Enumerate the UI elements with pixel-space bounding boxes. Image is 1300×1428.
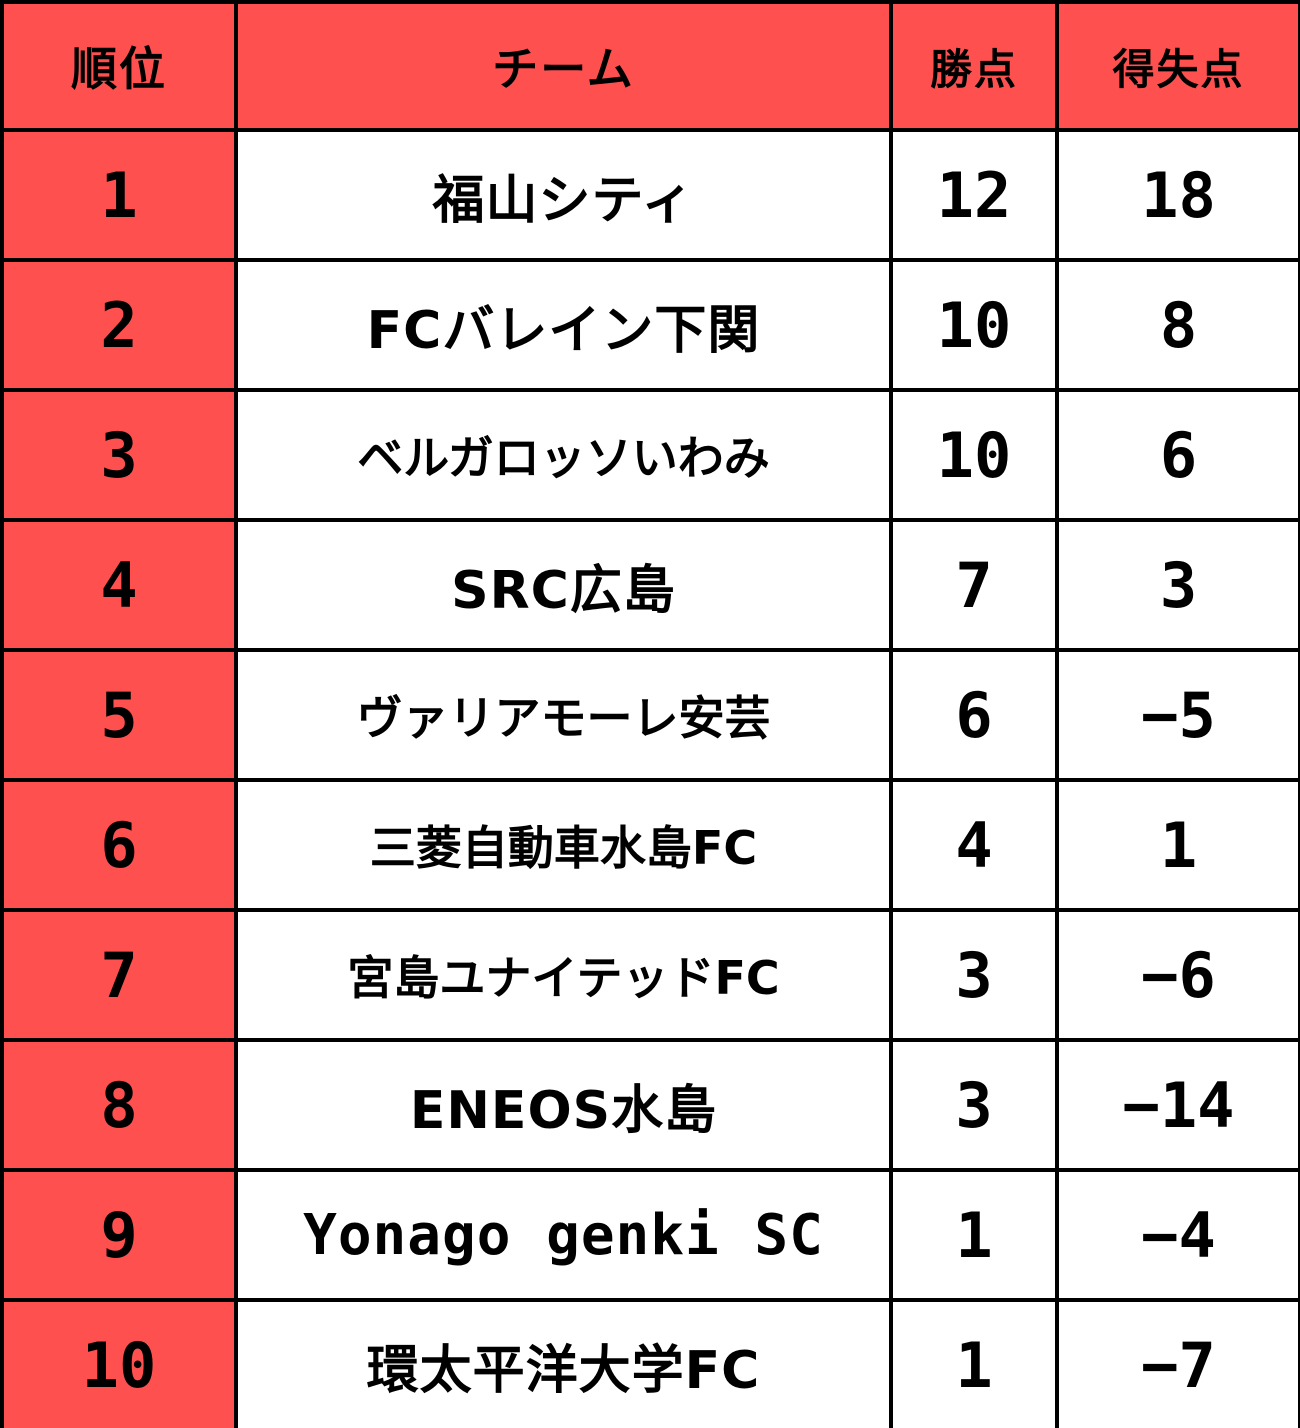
team-cell: ベルガロッソいわみ — [238, 392, 889, 518]
goal-difference-cell: 3 — [1059, 522, 1298, 648]
team-cell: FCバレイン下関 — [238, 262, 889, 388]
header-rank: 順位 — [4, 4, 234, 128]
header-goal-difference: 得失点 — [1059, 4, 1298, 128]
team-cell: 宮島ユナイテッドFC — [238, 912, 889, 1038]
points-cell: 6 — [893, 652, 1055, 778]
goal-difference-cell: 8 — [1059, 262, 1298, 388]
header-points: 勝点 — [893, 4, 1055, 128]
team-cell: 福山シティ — [238, 132, 889, 258]
points-cell: 7 — [893, 522, 1055, 648]
team-cell: Yonago genki SC — [238, 1172, 889, 1298]
rank-cell: 2 — [4, 262, 234, 388]
rank-cell: 10 — [4, 1302, 234, 1428]
team-cell: ENEOS水島 — [238, 1042, 889, 1168]
header-team: チーム — [238, 4, 889, 128]
points-cell: 12 — [893, 132, 1055, 258]
rank-cell: 1 — [4, 132, 234, 258]
team-cell: 三菱自動車水島FC — [238, 782, 889, 908]
rank-cell: 5 — [4, 652, 234, 778]
goal-difference-cell: 6 — [1059, 392, 1298, 518]
team-cell: 環太平洋大学FC — [238, 1302, 889, 1428]
points-cell: 4 — [893, 782, 1055, 908]
team-cell: SRC広島 — [238, 522, 889, 648]
goal-difference-cell: 18 — [1059, 132, 1298, 258]
points-cell: 10 — [893, 262, 1055, 388]
rank-cell: 3 — [4, 392, 234, 518]
rank-cell: 4 — [4, 522, 234, 648]
goal-difference-cell: −4 — [1059, 1172, 1298, 1298]
rank-cell: 9 — [4, 1172, 234, 1298]
standings-grid: 順位 チーム 勝点 得失点 1 福山シティ 12 18 2 FCバレイン下関 1… — [4, 4, 1298, 1428]
goal-difference-cell: −14 — [1059, 1042, 1298, 1168]
rank-cell: 6 — [4, 782, 234, 908]
points-cell: 10 — [893, 392, 1055, 518]
points-cell: 3 — [893, 1042, 1055, 1168]
rank-cell: 7 — [4, 912, 234, 1038]
rank-cell: 8 — [4, 1042, 234, 1168]
points-cell: 1 — [893, 1172, 1055, 1298]
team-cell: ヴァリアモーレ安芸 — [238, 652, 889, 778]
goal-difference-cell: −7 — [1059, 1302, 1298, 1428]
goal-difference-cell: −6 — [1059, 912, 1298, 1038]
goal-difference-cell: 1 — [1059, 782, 1298, 908]
points-cell: 1 — [893, 1302, 1055, 1428]
points-cell: 3 — [893, 912, 1055, 1038]
goal-difference-cell: −5 — [1059, 652, 1298, 778]
